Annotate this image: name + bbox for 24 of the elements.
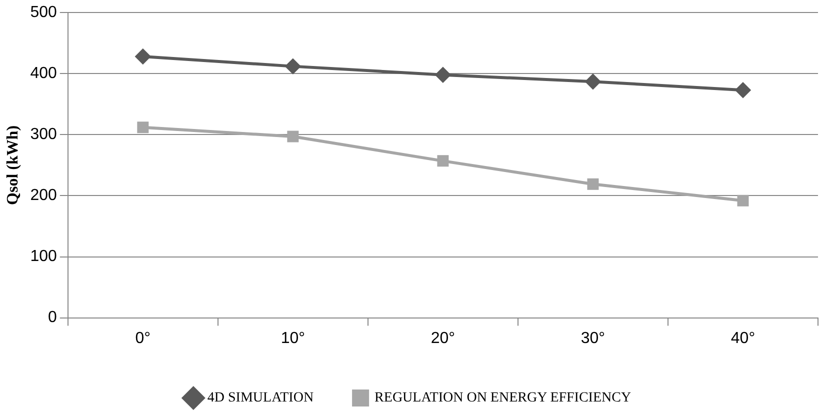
point	[285, 58, 300, 74]
legend-label: REGULATION ON ENERGY EFFICIENCY	[374, 390, 632, 406]
y-tick-label: 400	[30, 65, 57, 82]
point	[137, 122, 149, 134]
point	[737, 194, 749, 206]
point	[585, 74, 600, 90]
point	[135, 49, 150, 64]
y-tick-label: 300	[30, 126, 57, 144]
point	[735, 82, 750, 98]
x-tick-label: 0°	[135, 330, 151, 347]
x-tick-label: 20°	[430, 330, 456, 347]
x-tick-label: 10°	[280, 330, 306, 347]
point	[435, 67, 450, 82]
y-tick-label: 0	[48, 309, 57, 326]
legend-label: 4D SIMULATION	[207, 390, 314, 406]
x-tick-label: 30°	[580, 330, 606, 347]
point	[587, 178, 599, 190]
point	[287, 130, 299, 142]
y-tick-label: 100	[30, 248, 57, 266]
x-tick-label: 40°	[730, 330, 756, 347]
y-tick-label: 500	[30, 4, 57, 22]
point	[437, 155, 449, 167]
y-tick-label: 200	[30, 187, 57, 204]
y-axis-title: Qsol (kWh)	[4, 125, 22, 205]
